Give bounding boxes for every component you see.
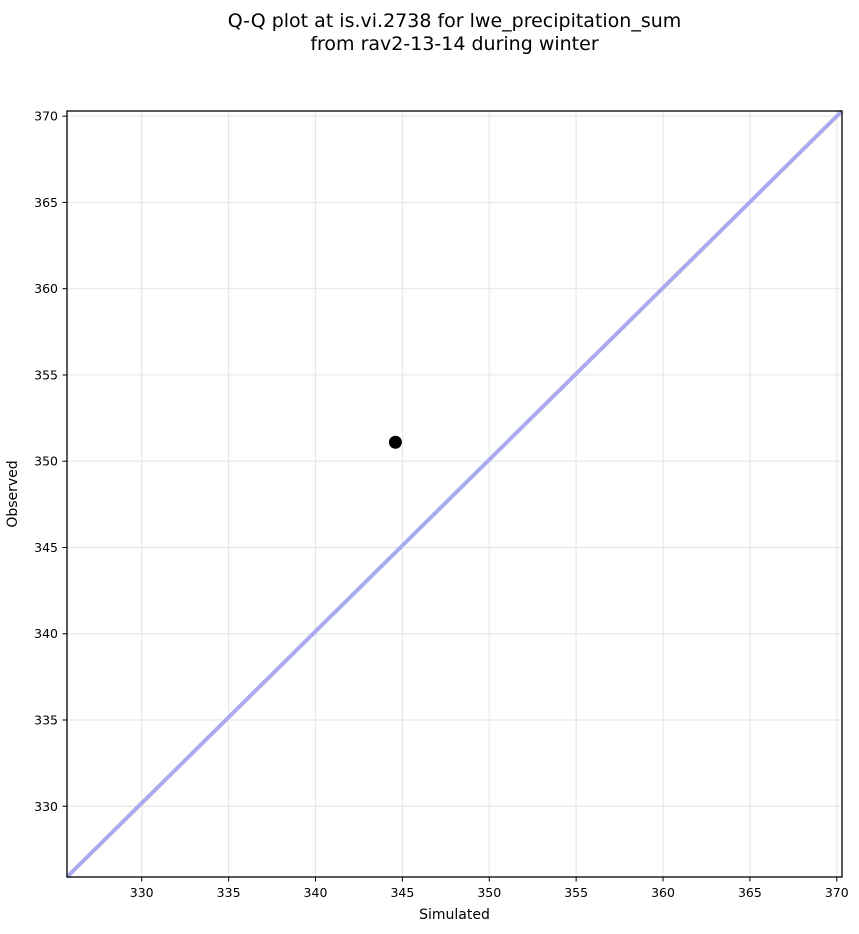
x-tick-label: 365 (738, 885, 762, 900)
y-tick-label: 365 (34, 195, 58, 210)
y-tick-label: 330 (34, 799, 58, 814)
x-tick-label: 370 (825, 885, 849, 900)
chart-title-line2: from rav2-13-14 during winter (310, 33, 598, 55)
y-tick-label: 370 (34, 109, 58, 124)
y-tick-label: 350 (34, 454, 58, 469)
x-axis-ticks: 330 335 340 345 350 355 360 365 370 (130, 877, 849, 900)
x-tick-label: 330 (130, 885, 154, 900)
x-tick-label: 335 (217, 885, 241, 900)
x-axis-label: Simulated (419, 907, 490, 923)
y-axis-ticks: 330 335 340 345 350 355 360 365 370 (34, 109, 67, 814)
y-tick-label: 360 (34, 281, 58, 296)
quantile-points (388, 435, 402, 449)
chart-title-line1: Q-Q plot at is.vi.2738 for lwe_precipita… (228, 10, 682, 32)
gridlines (67, 111, 842, 877)
x-tick-label: 360 (651, 885, 675, 900)
series-layer (65, 109, 844, 879)
x-tick-label: 355 (564, 885, 588, 900)
plot-border (66, 110, 843, 878)
y-tick-label: 355 (34, 367, 58, 382)
y-tick-label: 340 (34, 626, 58, 641)
y-tick-label: 345 (34, 540, 58, 555)
x-tick-label: 340 (304, 885, 328, 900)
x-tick-label: 350 (477, 885, 501, 900)
x-tick-label: 345 (390, 885, 414, 900)
identity-reference-line (65, 109, 844, 879)
y-axis-label: Observed (5, 460, 21, 527)
y-tick-label: 335 (34, 713, 58, 728)
